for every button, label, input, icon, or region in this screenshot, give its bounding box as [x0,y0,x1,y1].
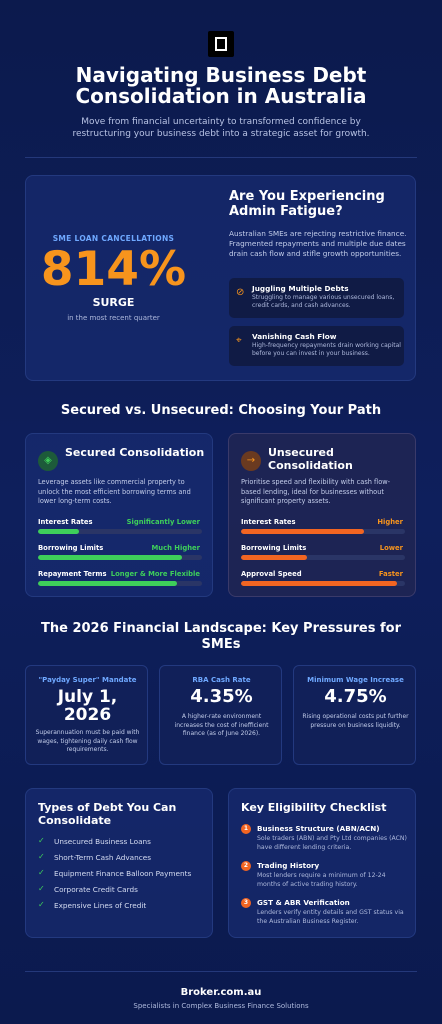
row-rating: Lower [379,544,403,552]
row-rating: Much Higher [151,544,200,552]
stat-label: RBA Cash Rate [192,676,251,684]
list-item: Unsecured Business Loans [54,837,151,846]
check-icon: ✓ [38,852,45,861]
step-number: 3 [241,898,251,908]
row-rating: Significantly Lower [126,518,200,526]
bar [241,581,397,586]
issue-title: Vanishing Cash Flow [252,332,337,341]
bar [38,529,79,534]
secured-card: ◈ Secured Consolidation Leverage assets li… [25,433,213,597]
stat-text: Superannuation must be paid with wages, … [35,729,140,753]
bar [241,555,307,560]
bar [38,555,183,560]
list-title: Key Eligibility Checklist [241,801,387,814]
bar-track [38,555,202,560]
stat-value: 4.75% [324,686,387,707]
step-text: Sole traders (ABN) and Pty Ltd companies… [257,835,407,851]
stat-label: SME LOAN CANCELLATIONS [52,234,175,243]
bar [241,529,364,534]
stat-text: Rising operational costs put further pre… [302,713,409,729]
list-item: Corporate Credit Cards [54,885,138,894]
issue-card: ⊘ Juggling Multiple Debts Struggling to ma… [229,278,404,318]
footer-tagline: Specialists in Complex Business Finance … [133,1002,309,1010]
divider [25,157,417,158]
bar-track [38,529,202,534]
row-label: Borrowing Limits [241,544,307,552]
check-icon: ✓ [38,868,45,877]
bar-track [241,529,405,534]
card-icon: → [241,451,261,471]
row-label: Interest Rates [38,518,93,526]
stat-label: "Payday Super" Mandate [38,676,137,684]
card-text: Prioritise speed and flexibility with ca… [241,478,391,505]
row-label: Repayment Terms [38,570,107,578]
check-icon: ✓ [38,836,45,845]
issue-icon: ⊘ [236,287,245,298]
stat-card: Minimum Wage Increase 4.75% Rising operati… [293,665,416,765]
list-item: Expensive Lines of Credit [54,901,147,910]
issue-title: Juggling Multiple Debts [252,284,349,293]
stat-value: 814% [40,242,187,297]
row-rating: Higher [377,518,403,526]
row-label: Approval Speed [241,570,302,578]
card-icon: ◈ [38,451,58,471]
card-title: Unsecured Consolidation [268,446,353,472]
row-rating: Longer & More Flexible [110,570,200,578]
page-title: Navigating Business Debt Consolidation i… [75,63,367,108]
debt-types-card: Types of Debt You Can Consolidate ✓ Unsecu… [25,788,213,938]
unsecured-card: → Unsecured Consolidation Prioritise speed… [228,433,416,597]
stat-value: July 1, 2026 [57,687,118,725]
page-subtitle: Move from financial uncertainty to trans… [72,117,370,139]
step-number: 1 [241,824,251,834]
card-text: Leverage assets like commercial property… [38,478,191,505]
divider [25,971,417,972]
step-title: GST & ABR Verification [257,898,350,907]
section-title: Secured vs. Unsecured: Choosing Your Pat… [60,403,382,418]
checklist-card: Key Eligibility Checklist 1 Business Struc… [228,788,416,938]
logo-glyph [215,37,227,51]
step-title: Trading History [257,861,320,870]
row-rating: Faster [378,570,403,578]
fatigue-card: SME LOAN CANCELLATIONS 814% SURGE in the mo… [25,175,416,381]
stat-text: A higher-rate environment increases the … [174,713,269,737]
card-title: Secured Consolidation [65,446,205,459]
list-item: Equipment Finance Balloon Payments [54,869,192,878]
footer-brand: Broker.com.au [180,987,262,998]
stat-value: 4.35% [190,686,253,707]
list-title: Types of Debt You Can Consolidate [38,801,177,827]
stat-label: Minimum Wage Increase [307,676,404,684]
logo [208,31,234,57]
issue-icon: ⌖ [236,335,242,346]
step-text: Most lenders require a minimum of 12-24 … [257,872,386,888]
row-label: Interest Rates [241,518,296,526]
bar [38,581,178,586]
fatigue-title: Are You Experiencing Admin Fatigue? [229,189,385,219]
stat-caption: SURGE [92,296,135,309]
section-title: The 2026 Financial Landscape: Key Pressu… [40,621,402,652]
step-title: Business Structure (ABN/ACN) [257,824,380,833]
step-number: 2 [241,861,251,871]
bar-track [241,581,405,586]
step-text: Lenders verify entity details and GST st… [257,909,404,925]
issue-text: High-frequency repayments drain working … [252,342,401,357]
issue-text: Struggling to manage various unsecured l… [252,294,395,309]
bar-track [38,581,202,586]
bar-track [241,555,405,560]
stat-card: RBA Cash Rate 4.35% A higher-rate environm… [159,665,282,765]
stat-card: "Payday Super" Mandate July 1, 2026 Supera… [25,665,148,765]
check-icon: ✓ [38,884,45,893]
check-icon: ✓ [38,900,45,909]
stat-note: in the most recent quarter [67,314,160,322]
issue-card: ⌖ Vanishing Cash Flow High-frequency repay… [229,326,404,366]
fatigue-text: Australian SMEs are rejecting restrictiv… [229,229,407,258]
list-item: Short-Term Cash Advances [54,853,152,862]
row-label: Borrowing Limits [38,544,104,552]
